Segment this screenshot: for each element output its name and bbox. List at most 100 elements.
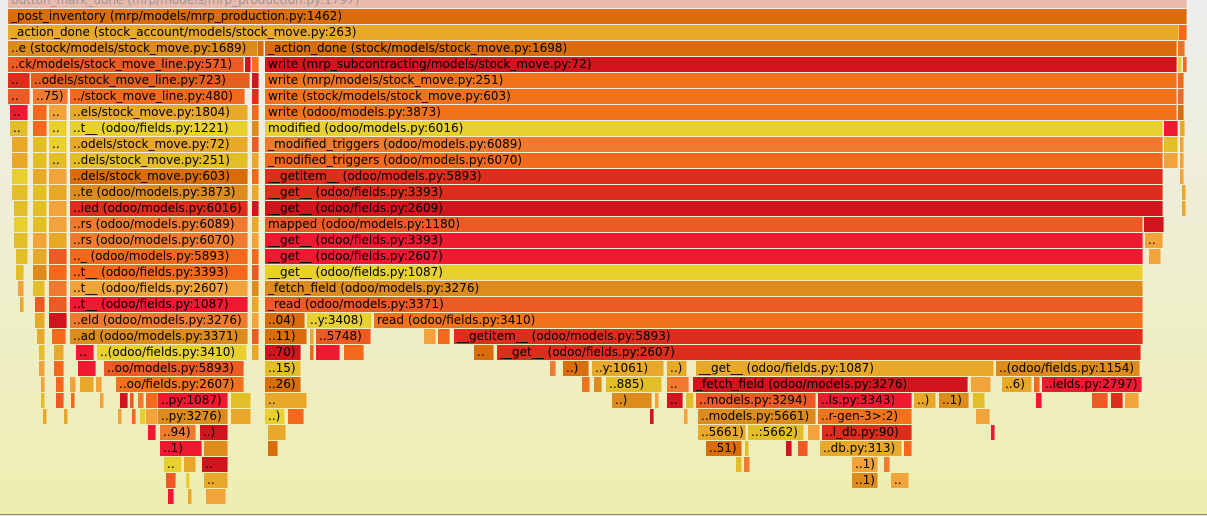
flame-frame[interactable] (310, 329, 314, 344)
flame-frame[interactable] (1178, 73, 1184, 88)
flame-frame[interactable] (120, 393, 128, 408)
flame-frame[interactable] (12, 169, 28, 184)
flame-frame[interactable] (49, 313, 67, 328)
flame-frame[interactable]: __get__ (odoo/fields.py:2607) (497, 345, 1141, 360)
flame-frame[interactable] (252, 153, 259, 168)
flame-frame[interactable] (33, 121, 47, 136)
flame-frame[interactable]: _fetch_field (odoo/models.py:3276) (265, 281, 1143, 296)
flame-frame[interactable] (268, 441, 278, 456)
flame-frame[interactable] (49, 297, 67, 312)
flame-frame[interactable] (1149, 249, 1161, 264)
flame-frame[interactable]: ..70) (265, 345, 301, 360)
flame-frame[interactable] (12, 137, 28, 152)
flame-frame[interactable] (1179, 25, 1187, 40)
flame-frame[interactable] (1092, 393, 1108, 408)
flame-frame[interactable]: ..e (stock/models/stock_move.py:1689) (8, 41, 258, 56)
flame-frame[interactable]: ..ls.py:3343) (818, 393, 912, 408)
flame-frame[interactable]: _action_done (stock_account/models/stock… (8, 25, 1179, 40)
flame-frame[interactable]: .. (667, 377, 689, 392)
flame-frame[interactable]: .. (49, 121, 67, 136)
flame-frame[interactable]: .. (202, 457, 228, 472)
flame-frame[interactable] (736, 457, 742, 472)
flame-frame[interactable] (80, 377, 94, 392)
flame-frame[interactable] (206, 489, 226, 504)
flame-frame[interactable]: ..) (563, 361, 589, 376)
flame-frame[interactable] (594, 377, 602, 392)
flame-frame[interactable]: _post_inventory (mrp/models/mrp_producti… (8, 9, 1187, 24)
flame-frame[interactable]: ..1) (852, 457, 878, 472)
flame-frame[interactable] (49, 249, 67, 264)
flame-frame[interactable] (1180, 153, 1184, 168)
flame-frame[interactable]: ..75) (33, 89, 68, 104)
flame-frame[interactable] (1180, 169, 1184, 184)
flame-frame[interactable]: modified (odoo/models.py:6016) (265, 121, 1163, 136)
flame-frame[interactable] (252, 169, 259, 184)
flame-frame[interactable]: button_mark_done (mrp/models/mrp_product… (8, 0, 1187, 8)
flame-frame[interactable] (184, 457, 196, 472)
flame-frame[interactable] (33, 281, 45, 296)
flame-frame[interactable] (1036, 393, 1042, 408)
flame-frame[interactable] (808, 425, 820, 440)
flame-frame[interactable] (41, 393, 45, 408)
flame-frame[interactable] (252, 265, 259, 280)
flame-frame[interactable] (884, 457, 890, 472)
flame-frame[interactable] (14, 217, 28, 232)
flame-frame[interactable]: .. (49, 137, 67, 152)
flame-frame[interactable] (904, 441, 912, 456)
flame-frame[interactable] (14, 201, 28, 216)
flame-frame[interactable] (252, 105, 259, 120)
flame-frame[interactable]: read (odoo/fields.py:3410) (374, 313, 1143, 328)
flame-frame[interactable]: _action_done (stock/models/stock_move.py… (265, 41, 1177, 56)
flame-frame[interactable]: _fetch_field (odoo/models.py:3276) (693, 377, 968, 392)
flame-frame[interactable]: ..l_db.py:90) (822, 425, 912, 440)
flame-frame[interactable] (245, 57, 251, 72)
flame-frame[interactable]: ..) (265, 409, 285, 424)
flame-frame[interactable]: .._ (odoo/models.py:5893) (70, 249, 248, 264)
flame-frame[interactable] (798, 441, 808, 456)
flame-frame[interactable] (1178, 57, 1182, 72)
flame-frame[interactable]: __get__ (odoo/fields.py:2609) (265, 201, 1163, 216)
flame-frame[interactable]: write (mrp_subcontracting/models/stock_m… (265, 57, 1177, 72)
flame-frame[interactable]: ..db.py:313) (820, 441, 902, 456)
flame-frame[interactable] (1164, 137, 1178, 152)
flame-frame[interactable]: ..t__ (odoo/fields.py:2607) (70, 281, 248, 296)
flame-frame[interactable] (976, 409, 990, 424)
flame-frame[interactable] (41, 377, 45, 392)
flame-frame[interactable]: ..885) (606, 377, 662, 392)
flame-frame[interactable] (43, 409, 47, 424)
flame-frame[interactable] (52, 329, 66, 344)
flame-frame[interactable]: ..5661) (698, 425, 746, 440)
flame-frame[interactable] (49, 185, 67, 200)
flame-frame[interactable]: .. (474, 345, 494, 360)
flame-frame[interactable]: .. (49, 153, 67, 168)
flame-frame[interactable]: write (odoo/models.py:3873) (265, 105, 1177, 120)
flame-frame[interactable] (786, 441, 792, 456)
flame-frame[interactable] (252, 73, 259, 88)
flame-frame[interactable] (252, 345, 259, 360)
flame-frame[interactable] (186, 473, 190, 488)
flame-frame[interactable]: ..ck/models/stock_move_line.py:571) (8, 57, 244, 72)
flame-frame[interactable] (54, 361, 64, 376)
flame-frame[interactable] (33, 105, 47, 120)
flame-frame[interactable] (252, 57, 259, 72)
flame-frame[interactable] (49, 169, 67, 184)
flame-frame[interactable] (316, 345, 340, 360)
flame-frame[interactable] (252, 233, 259, 248)
flame-frame[interactable] (252, 281, 259, 296)
flame-frame[interactable] (582, 377, 590, 392)
flame-frame[interactable]: ..04) (265, 313, 305, 328)
flame-frame[interactable]: .. (76, 345, 94, 360)
flame-frame[interactable] (96, 377, 102, 392)
flame-frame[interactable]: ..els/stock_move.py:1804) (70, 105, 248, 120)
flame-frame[interactable]: __get__ (odoo/fields.py:3393) (265, 233, 1143, 248)
flame-frame[interactable] (33, 249, 47, 264)
flame-frame[interactable]: ..t__ (odoo/fields.py:1221) (70, 121, 248, 136)
flame-frame[interactable]: ..r-gen-3>:2) (818, 409, 912, 424)
flame-frame[interactable]: ..ied (odoo/models.py:6016) (70, 201, 248, 216)
flame-frame[interactable] (744, 457, 750, 472)
flame-frame[interactable] (33, 153, 47, 168)
flame-frame[interactable]: ..6) (1002, 377, 1032, 392)
flame-frame[interactable]: ..models.py:5661) (698, 409, 816, 424)
flame-frame[interactable] (118, 409, 122, 424)
flame-frame[interactable]: __get__ (odoo/fields.py:1087) (696, 361, 994, 376)
